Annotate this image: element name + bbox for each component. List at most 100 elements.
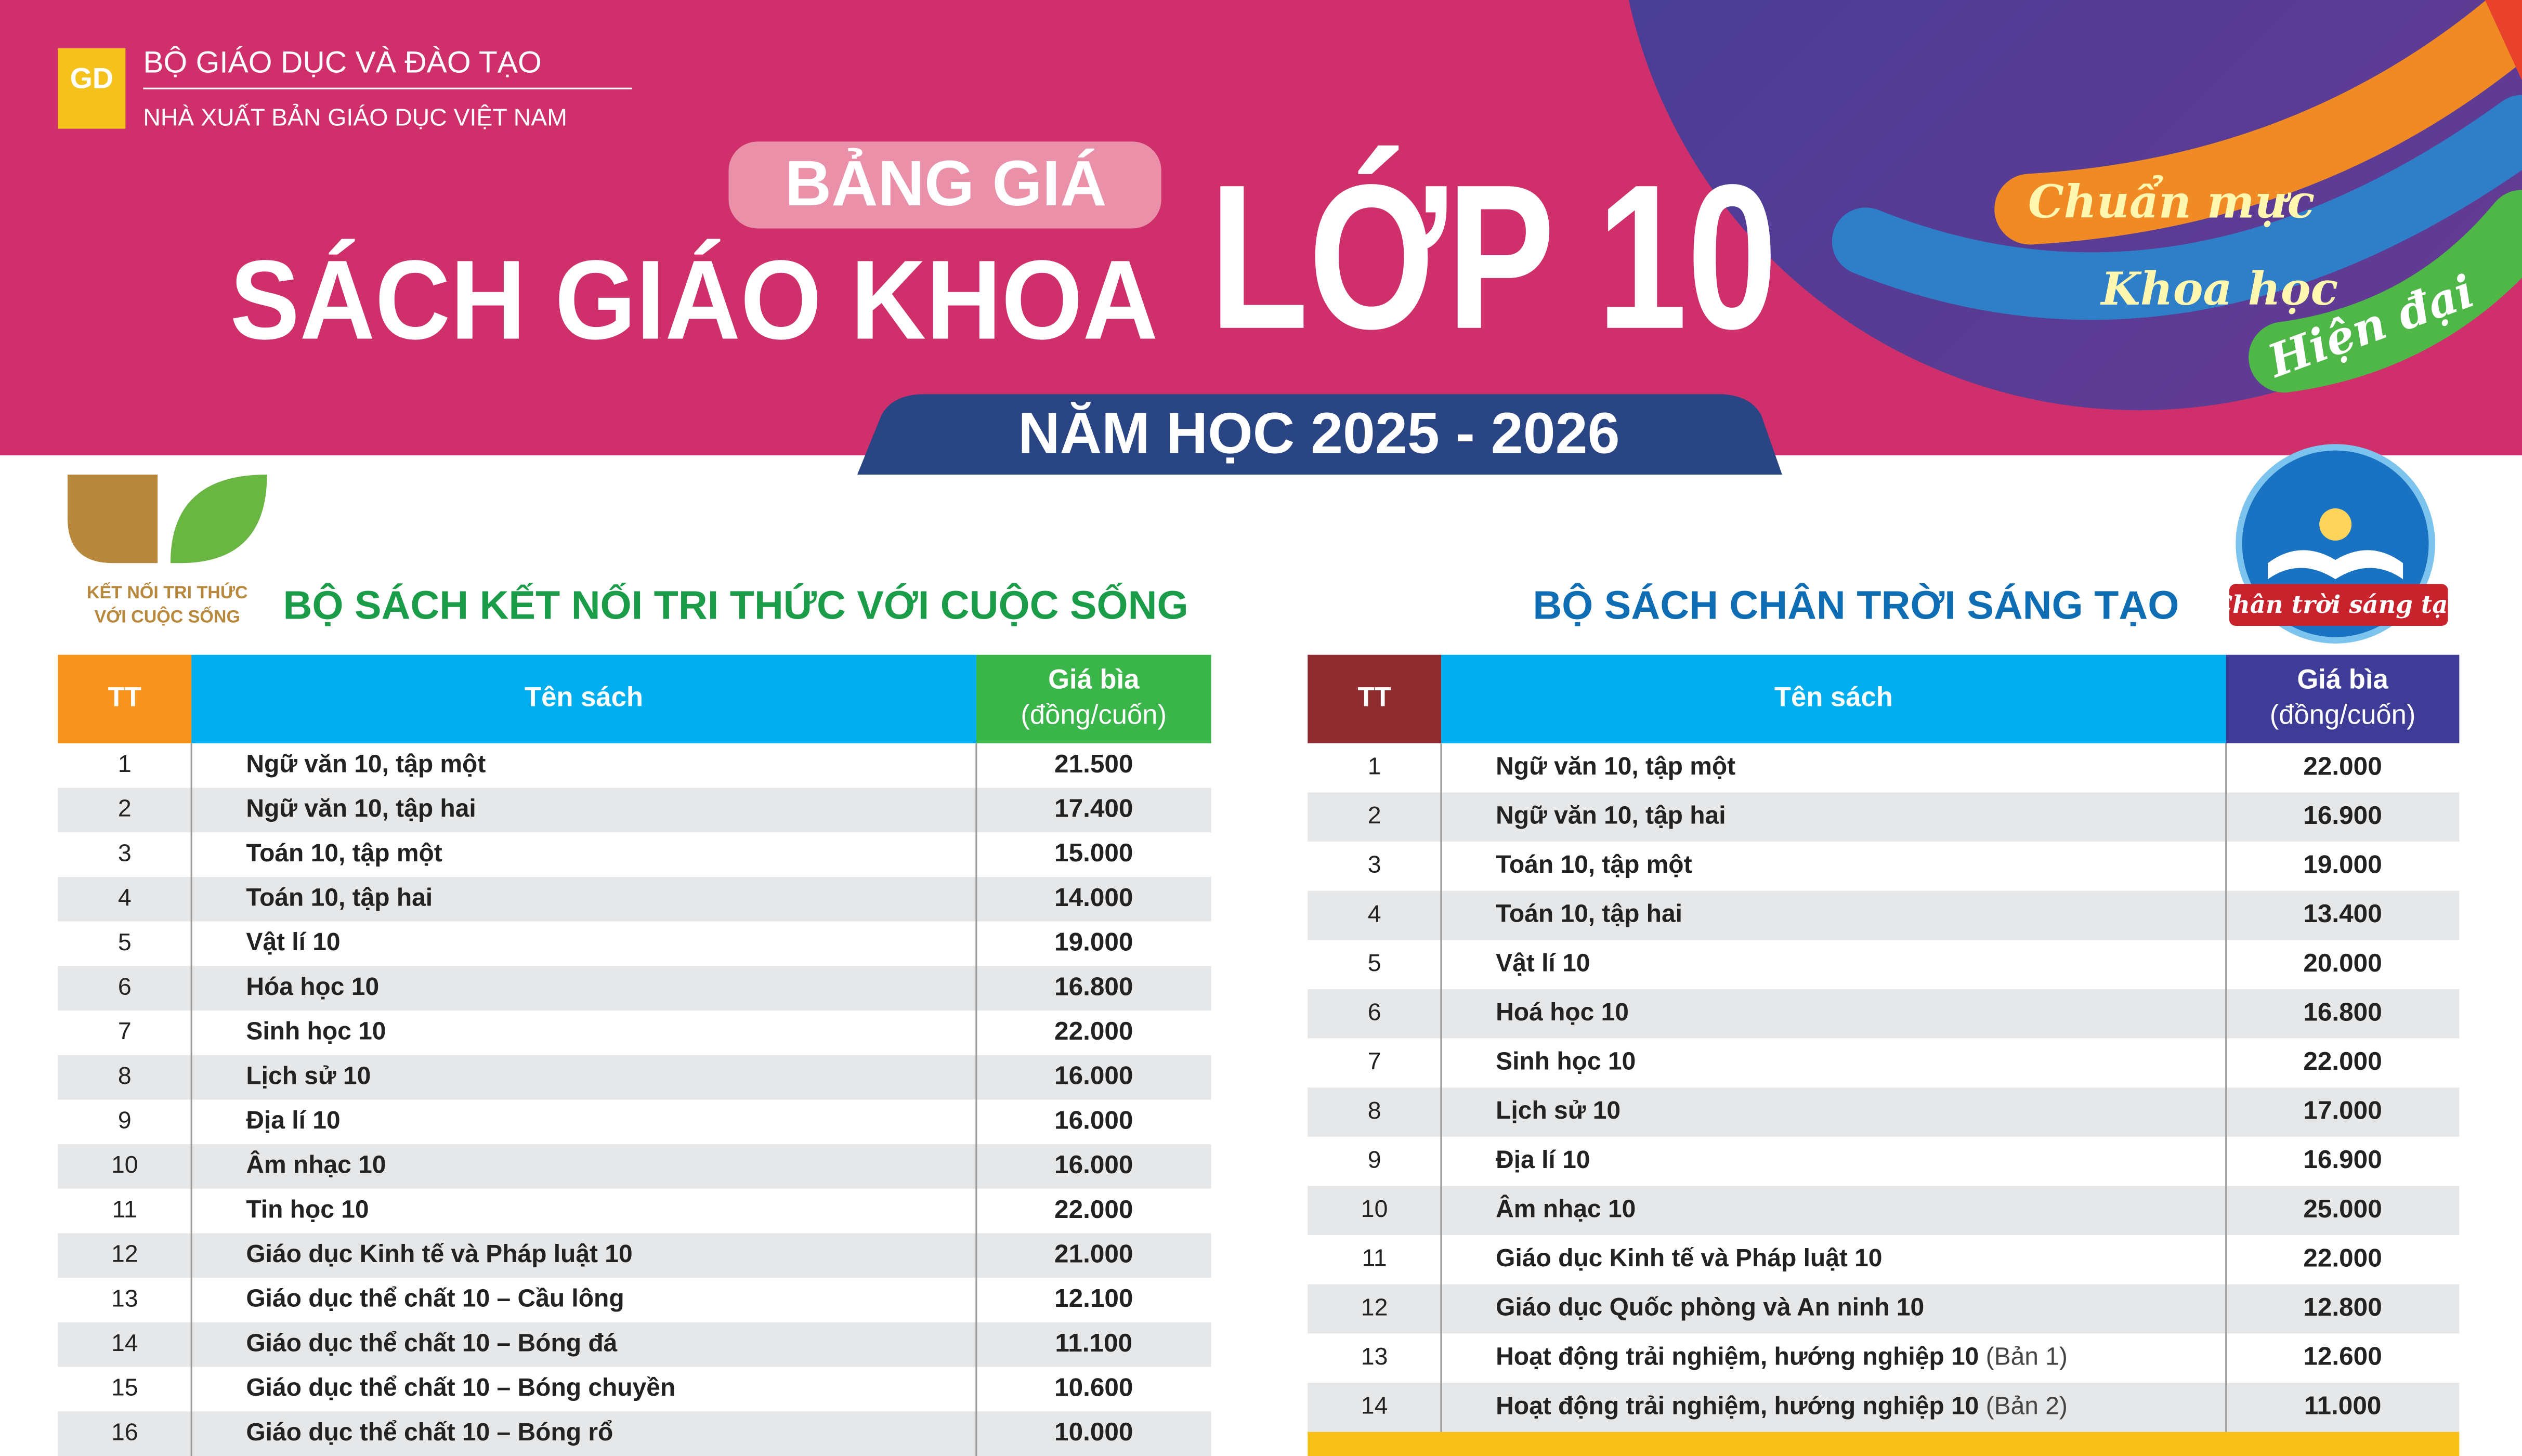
row-number: 1: [118, 750, 132, 777]
book-price: 20.000: [2303, 949, 2382, 977]
book-note: (Bản 2): [1986, 1392, 2068, 1420]
ribbon-green: [2249, 190, 2522, 393]
header-label: Tên sách: [525, 682, 643, 713]
row-bg: [1308, 792, 2460, 842]
row-bg: [58, 1322, 1211, 1367]
header-label: Giá bìa: [2297, 664, 2388, 695]
row-number: 3: [118, 839, 132, 866]
book-name: Ngữ văn 10, tập một: [246, 750, 486, 778]
row-number: 5: [1368, 949, 1381, 976]
book-price: 13.400: [2303, 899, 2382, 928]
title: SÁCH GIÁO KHOA: [230, 237, 1158, 362]
year-banner: [857, 394, 1782, 475]
book-name: Lịch sử 10: [1496, 1097, 1621, 1124]
row-bg: [1308, 1186, 2460, 1236]
row-bg: [58, 1011, 1211, 1055]
row-bg: [1308, 940, 2460, 989]
book-name: Toán 10, tập một: [1496, 851, 1692, 878]
header-cell: [1308, 654, 1441, 743]
book-price: 25.000: [2303, 1195, 2382, 1223]
logo-caption: VỚI CUỘC SỐNG: [95, 606, 240, 626]
row-number: 7: [1368, 1047, 1381, 1074]
row-number: 11: [1362, 1244, 1387, 1271]
row-bg: [1308, 1284, 2460, 1334]
book-name: Giáo dục Kinh tế và Pháp luật 10: [1496, 1244, 1882, 1272]
book-price: 16.800: [1054, 972, 1133, 1001]
book-name: Ngữ văn 10, tập hai: [1496, 802, 1726, 829]
row-bg: [58, 966, 1211, 1011]
book-name: Lịch sử 10: [246, 1062, 371, 1090]
book-name: Giáo dục thể chất 10 – Bóng rổ: [246, 1419, 613, 1446]
row-bg: [58, 1099, 1211, 1145]
book-name: Toán 10, tập hai: [246, 884, 433, 911]
book-name: Giáo dục Quốc phòng và An ninh 10: [1496, 1294, 1924, 1321]
book-name: Hoá học 10: [1496, 999, 1629, 1026]
badge-bg: [728, 141, 1161, 229]
row-bg: [1308, 1087, 2460, 1137]
year: NĂM HỌC 2025 - 2026: [1018, 400, 1619, 465]
badge: BẢNG GIÁ: [785, 147, 1107, 219]
book-name: Sinh học 10: [1496, 1048, 1636, 1075]
book-price: 10.000: [1054, 1418, 1133, 1446]
row-number: 8: [1368, 1097, 1381, 1124]
book-price: 16.900: [2303, 801, 2382, 830]
header-label: TT: [1357, 682, 1391, 713]
row-number: 8: [118, 1062, 132, 1089]
logo-caption: KẾT NỐI TRI THỨC: [87, 582, 248, 602]
header-cell: [976, 654, 1211, 743]
row-number: 10: [1361, 1195, 1388, 1222]
row-number: 11: [112, 1196, 137, 1223]
book-price: 16.000: [1054, 1150, 1133, 1179]
row-number: 12: [1361, 1293, 1388, 1320]
row-bg: [58, 1188, 1211, 1234]
book-price: 15.000: [1054, 838, 1133, 867]
row-bg: [58, 1055, 1211, 1100]
row-number: 9: [118, 1107, 132, 1134]
row-number: 13: [111, 1284, 138, 1311]
row-bg: [1308, 989, 2460, 1039]
book-price: 16.000: [1054, 1106, 1133, 1134]
row-number: 9: [1368, 1146, 1381, 1173]
header-unit: (đồng/cuốn): [1021, 700, 1167, 730]
book-price: 11.000: [2304, 1391, 2382, 1420]
book-title: Hoạt động trải nghiệm, hướng nghiệp 10: [1496, 1392, 1979, 1420]
book-name: Giáo dục thể chất 10 – Bóng chuyền: [246, 1374, 675, 1401]
row-number: 16: [111, 1418, 138, 1445]
book-name: Âm nhạc 10: [246, 1150, 386, 1179]
book-price: 21.000: [1054, 1239, 1133, 1268]
logo-text: GD: [70, 62, 114, 94]
row-bg: [58, 1144, 1211, 1189]
book-price: 16.800: [2303, 998, 2382, 1026]
row-number: 2: [1368, 802, 1381, 829]
book-price: 22.000: [1054, 1195, 1133, 1224]
book-name: Tin học 10: [246, 1196, 369, 1223]
book-name: Giáo dục thể chất 10 – Bóng đá: [246, 1329, 617, 1357]
header-cell: [1441, 654, 2226, 743]
row-bg: [1308, 1038, 2460, 1088]
row-bg: [58, 1411, 1211, 1456]
book-price: 17.000: [2303, 1096, 2382, 1125]
logo-box: [58, 48, 126, 129]
book-name: Hoạt động trải nghiệm, hướng nghiệp 10 (…: [1496, 1343, 2068, 1370]
row-number: 5: [118, 928, 132, 955]
row-number: 6: [1368, 999, 1381, 1026]
row-number: 7: [118, 1017, 132, 1044]
row-bg: [58, 1367, 1211, 1412]
logo-caption: Chân trời sáng tạo: [2213, 590, 2464, 619]
row-number: 10: [111, 1151, 138, 1178]
header-label: Tên sách: [1774, 682, 1893, 713]
book-price: 10.600: [1054, 1373, 1133, 1402]
book-note: (Bản 1): [1986, 1343, 2068, 1370]
row-number: 3: [1368, 851, 1381, 878]
row-bg: [58, 832, 1211, 877]
section-title: BỘ SÁCH KẾT NỐI TRI THỨC VỚI CUỘC SỐNG: [283, 582, 1188, 627]
book-price: 22.000: [2303, 752, 2382, 780]
logo-ribbon: [2229, 584, 2448, 626]
book-name: Âm nhạc 10: [1496, 1194, 1636, 1223]
section-title: BỘ SÁCH CHÂN TRỜI SÁNG TẠO: [1533, 582, 2179, 627]
book-title: Hoạt động trải nghiệm, hướng nghiệp 10: [1496, 1343, 1979, 1370]
row-number: 4: [118, 884, 132, 911]
publisher: NHÀ XUẤT BẢN GIÁO DỤC VIỆT NAM: [143, 103, 567, 130]
